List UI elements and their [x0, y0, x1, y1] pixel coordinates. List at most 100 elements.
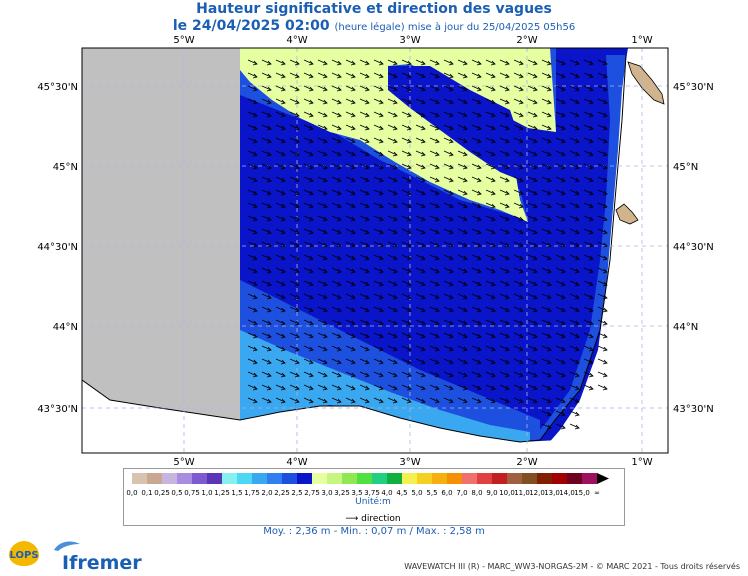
direction-arrow: [387, 254, 398, 260]
direction-arrow-head: [574, 73, 580, 79]
direction-arrow-head: [546, 359, 552, 365]
direction-arrow-head: [462, 138, 468, 144]
direction-arrow-head: [490, 320, 496, 326]
direction-arrow-head: [322, 99, 328, 105]
direction-arrow: [373, 397, 384, 403]
direction-arrow: [303, 72, 314, 78]
direction-arrow-head: [336, 346, 342, 352]
direction-arrow: [597, 137, 608, 143]
direction-arrow: [373, 280, 384, 286]
direction-arrow: [527, 202, 538, 208]
direction-arrow-head: [546, 177, 552, 183]
direction-arrow-head: [490, 281, 496, 287]
direction-arrow: [387, 397, 398, 403]
direction-arrow: [345, 306, 356, 312]
direction-arrow-head: [434, 359, 440, 365]
direction-arrow-head: [504, 242, 510, 248]
direction-arrow: [317, 85, 328, 91]
direction-arrow: [401, 358, 412, 364]
direction-arrow: [275, 189, 286, 195]
direction-arrow-head: [392, 268, 398, 274]
direction-arrow: [499, 72, 510, 78]
direction-arrow-head: [392, 398, 398, 404]
direction-arrow-head: [294, 268, 300, 274]
direction-arrow: [261, 241, 272, 247]
direction-arrow-head: [434, 138, 440, 144]
direction-arrow-head: [280, 138, 286, 144]
direction-arrow: [583, 150, 594, 156]
direction-arrow: [597, 85, 608, 91]
direction-arrow: [555, 72, 566, 78]
lat-right-label: 45°N: [673, 162, 698, 173]
direction-arrow-head: [280, 255, 286, 261]
direction-arrow-head: [588, 151, 594, 157]
direction-arrow-head: [546, 138, 552, 144]
direction-arrow: [597, 384, 608, 390]
legend-tick-label: 10,0: [499, 489, 515, 497]
direction-arrow: [247, 176, 258, 182]
direction-arrow-head: [392, 255, 398, 261]
direction-arrow-head: [266, 359, 272, 365]
direction-arrow: [373, 176, 384, 182]
direction-arrow: [275, 241, 286, 247]
direction-arrow-head: [308, 216, 314, 222]
direction-arrow-head: [266, 73, 272, 79]
direction-arrow-head: [406, 229, 412, 235]
direction-arrow: [303, 85, 314, 91]
direction-arrow-head: [462, 112, 468, 118]
direction-arrow: [289, 280, 300, 286]
direction-arrow-head: [364, 125, 370, 131]
direction-arrow: [555, 111, 566, 117]
direction-arrow: [289, 98, 300, 104]
direction-arrow: [387, 371, 398, 377]
direction-arrow: [401, 254, 412, 260]
direction-arrow: [541, 137, 552, 143]
direction-arrow-head: [322, 112, 328, 118]
direction-arrow-head: [504, 320, 510, 326]
direction-arrow-head: [308, 99, 314, 105]
direction-arrow: [261, 215, 272, 221]
direction-arrow-head: [434, 242, 440, 248]
direction-arrow-head: [560, 99, 566, 105]
direction-arrow-head: [602, 359, 608, 365]
direction-arrow-head: [294, 229, 300, 235]
direction-arrow: [303, 345, 314, 351]
direction-arrow-head: [252, 307, 258, 313]
direction-arrow-head: [406, 60, 412, 66]
direction-arrow: [513, 371, 524, 377]
direction-arrow: [499, 397, 510, 403]
direction-arrow: [583, 98, 594, 104]
direction-arrow-head: [266, 138, 272, 144]
direction-arrow: [303, 228, 314, 234]
direction-arrow-head: [392, 333, 398, 339]
direction-arrow: [317, 150, 328, 156]
direction-arrow: [555, 85, 566, 91]
direction-arrow-head: [518, 86, 524, 92]
direction-arrow-head: [462, 99, 468, 105]
direction-arrow-head: [532, 294, 538, 300]
direction-arrow: [513, 241, 524, 247]
direction-arrow: [457, 293, 468, 299]
direction-arrow: [429, 72, 440, 78]
direction-arrow: [401, 98, 412, 104]
direction-arrow-head: [350, 86, 356, 92]
direction-arrow: [457, 98, 468, 104]
direction-arrow: [583, 85, 594, 91]
direction-arrow-head: [490, 125, 496, 131]
direction-arrow: [415, 137, 426, 143]
direction-arrow-head: [392, 359, 398, 365]
direction-arrow-head: [322, 229, 328, 235]
direction-arrow-head: [434, 164, 440, 170]
direction-arrow: [331, 306, 342, 312]
direction-arrow-head: [462, 164, 468, 170]
direction-arrow-head: [434, 203, 440, 209]
legend-swatch: [132, 473, 147, 484]
direction-arrow-head: [392, 242, 398, 248]
direction-arrow: [541, 241, 552, 247]
direction-arrow-head: [280, 99, 286, 105]
direction-arrow-head: [518, 268, 524, 274]
direction-arrow-head: [462, 125, 468, 131]
direction-arrow-head: [252, 60, 258, 66]
direction-arrow: [485, 345, 496, 351]
